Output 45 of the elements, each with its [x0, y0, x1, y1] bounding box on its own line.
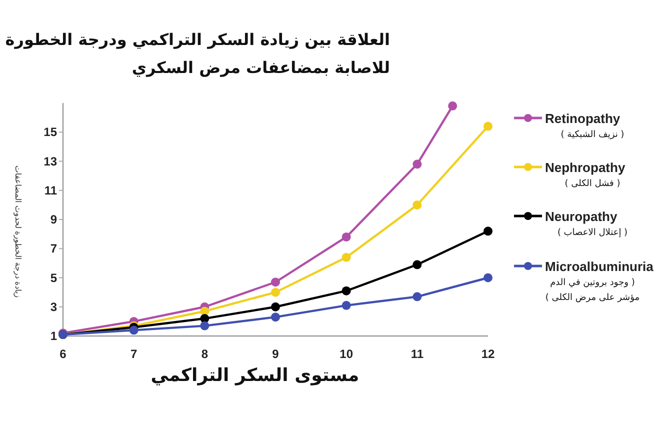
legend-label: Nephropathy	[545, 160, 626, 175]
point	[412, 200, 422, 210]
x-tick-label: 11	[410, 347, 424, 361]
text: ( نزيف الشبكية )	[560, 129, 626, 142]
text: ( فشل الكلى )	[564, 178, 622, 191]
x-tick-label: 7	[130, 347, 138, 361]
point	[271, 278, 280, 287]
point	[271, 302, 280, 312]
y-tick-label: 15	[44, 125, 58, 140]
point	[271, 312, 280, 322]
point	[200, 321, 210, 330]
point	[200, 314, 210, 324]
legend-label: Microalbuminuria	[545, 259, 654, 274]
point	[412, 160, 422, 169]
x-tick-label: 12	[481, 347, 495, 361]
chart-title: العلاقة بين زيادة السكر التراكمي ودرجة الخطورة للاصابة بمضاعفات مرض السكري	[5, 29, 390, 79]
point	[412, 260, 422, 270]
y-tick-label: 5	[50, 270, 58, 285]
x-axis-title: مستوى السكر التراكمي	[150, 365, 360, 386]
y-tick-label: 3	[50, 300, 58, 314]
legend-label: Neuropathy	[545, 209, 618, 224]
point	[271, 288, 280, 297]
x-tick-label: 8	[201, 347, 208, 361]
point	[484, 273, 492, 282]
point	[342, 252, 351, 262]
x-tick-label: 10	[340, 347, 354, 361]
x-tick-label: 6	[60, 347, 67, 361]
point	[412, 292, 422, 302]
y-tick-label: 11	[44, 183, 58, 198]
x-tick-label: 9	[272, 347, 280, 361]
text: ( وجود بروتين في الدم مؤشر على مرض الكلى )	[545, 277, 640, 305]
point	[342, 232, 351, 242]
text: ( إعتلال الاعصاب )	[556, 227, 629, 240]
y-tick-label: 13	[44, 154, 58, 168]
point	[342, 300, 351, 310]
point	[342, 286, 351, 296]
point	[448, 101, 458, 110]
legend-label: Retinopathy	[545, 111, 621, 126]
point	[484, 226, 492, 236]
y-tick-label: 9	[50, 212, 58, 226]
point	[484, 122, 492, 131]
y-tick-label: 7	[50, 242, 58, 256]
y-axis-title: زيادة درجة الخطورة لحدوث المضاعفات	[14, 164, 22, 300]
y-tick-label: 1	[50, 329, 58, 343]
point	[129, 326, 138, 335]
